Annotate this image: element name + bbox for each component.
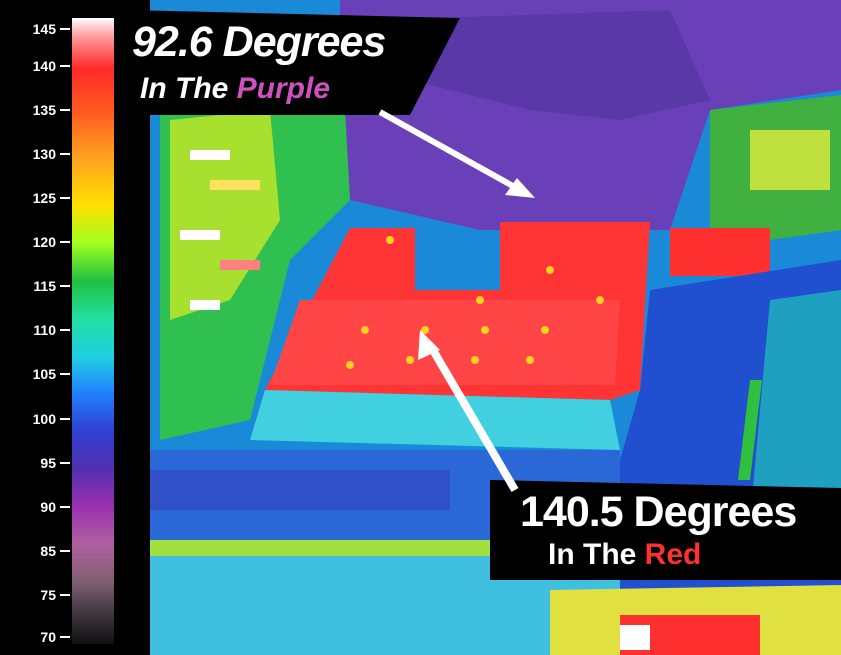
- color-gradient-bar: [72, 18, 114, 644]
- scale-tick: 85: [0, 542, 70, 560]
- scale-tick: 120: [0, 233, 70, 251]
- hot-temperature-caption: In The Red: [548, 538, 701, 572]
- arrow-to-red-area: [418, 330, 519, 493]
- caption-color-word: Red: [644, 538, 702, 571]
- scale-tick: 125: [0, 189, 70, 207]
- scale-tick: 70: [0, 628, 70, 646]
- scale-tick: 115: [0, 277, 70, 295]
- caption-color-word: Purple: [236, 72, 331, 105]
- scale-tick: 140: [0, 57, 70, 75]
- scale-tick: 95: [0, 454, 70, 472]
- scale-tick: 105: [0, 365, 70, 383]
- cool-temperature-value: 92.6 Degrees: [132, 18, 386, 66]
- caption-prefix: In The: [140, 72, 237, 105]
- scale-tick: 100: [0, 410, 70, 428]
- cool-temperature-caption: In The Purple: [140, 72, 330, 106]
- scale-tick: 135: [0, 101, 70, 119]
- aerial-thermal-map: [150, 0, 841, 655]
- hot-temperature-value: 140.5 Degrees: [520, 488, 797, 536]
- scale-tick: 90: [0, 498, 70, 516]
- scale-tick: 110: [0, 321, 70, 339]
- temperature-scale: 145 140 135 130 125 120 115 110 105 100 …: [0, 0, 150, 655]
- scale-tick: 75: [0, 586, 70, 604]
- arrow-to-purple-area: [378, 109, 535, 198]
- caption-prefix: In The: [548, 538, 645, 571]
- scale-tick: 145: [0, 20, 70, 38]
- scale-tick: 130: [0, 145, 70, 163]
